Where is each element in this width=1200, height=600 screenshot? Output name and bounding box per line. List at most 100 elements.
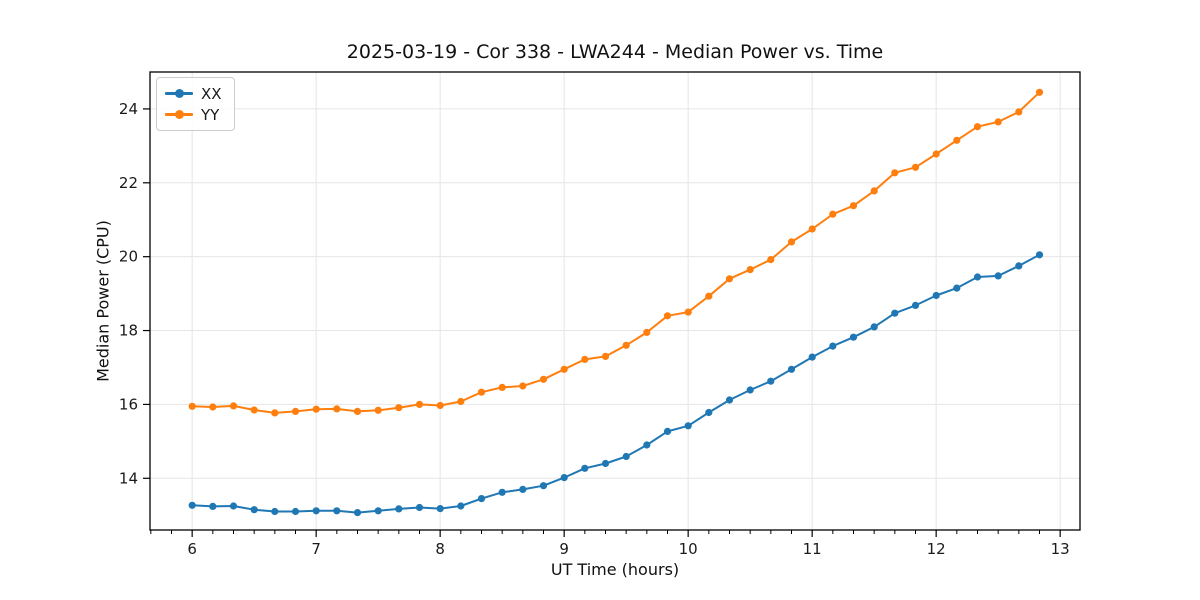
- data-point-yy: [725, 275, 734, 283]
- data-point-yy: [994, 118, 1002, 126]
- data-point-xx: [808, 353, 816, 361]
- data-point-yy: [415, 400, 424, 408]
- data-point-xx: [581, 464, 589, 472]
- data-point-yy: [250, 406, 258, 414]
- data-point-yy: [932, 150, 940, 158]
- data-point-yy: [808, 225, 816, 233]
- x-tick-label: 8: [435, 540, 445, 558]
- data-point-yy: [374, 406, 382, 414]
- data-point-xx: [891, 309, 899, 317]
- data-point-yy: [312, 405, 320, 413]
- data-point-yy: [477, 388, 486, 396]
- data-point-xx: [870, 323, 878, 331]
- data-point-xx: [953, 284, 961, 292]
- data-point-yy: [229, 402, 238, 410]
- legend-marker-yy: [165, 110, 193, 119]
- data-point-yy: [622, 341, 630, 349]
- y-tick-label: 22: [119, 174, 138, 192]
- data-point-xx: [353, 508, 362, 517]
- data-point-xx: [415, 503, 424, 512]
- x-tick-label: 6: [187, 540, 197, 558]
- data-point-yy: [1015, 108, 1023, 116]
- data-point-xx: [601, 459, 610, 468]
- x-tick-label: 10: [679, 540, 698, 558]
- legend-entry-xx: XX: [165, 83, 222, 104]
- data-point-xx: [725, 396, 734, 404]
- data-point-yy: [333, 405, 341, 413]
- data-point-xx: [1035, 251, 1044, 259]
- x-tick-label: 13: [1051, 540, 1070, 558]
- data-point-xx: [188, 501, 196, 509]
- legend-marker-xx: [165, 89, 193, 98]
- data-point-yy: [436, 401, 444, 410]
- data-point-xx: [849, 333, 858, 341]
- data-point-yy: [746, 266, 754, 274]
- data-point-xx: [787, 365, 796, 373]
- series-line-yy: [191, 91, 1041, 414]
- axes-spines: [149, 71, 1081, 531]
- data-point-yy: [767, 256, 775, 264]
- data-point-yy: [891, 169, 899, 177]
- x-tick-label: 11: [803, 540, 822, 558]
- data-point-yy: [457, 397, 465, 406]
- data-point-yy: [973, 123, 982, 131]
- data-point-xx: [829, 342, 837, 350]
- data-point-yy: [560, 365, 568, 373]
- data-point-xx: [250, 506, 258, 514]
- data-point-xx: [994, 272, 1002, 280]
- data-point-xx: [209, 502, 217, 510]
- data-point-xx: [229, 502, 238, 510]
- data-point-yy: [849, 202, 858, 210]
- chart-title: 2025-03-19 - Cor 338 - LWA244 - Median P…: [346, 41, 884, 63]
- data-point-yy: [829, 210, 837, 218]
- data-point-yy: [643, 328, 651, 336]
- data-point-yy: [663, 312, 672, 320]
- x-tick-label: 7: [311, 540, 321, 558]
- data-point-xx: [395, 505, 403, 513]
- data-point-xx: [374, 507, 382, 515]
- data-point-xx: [457, 502, 465, 510]
- x-tick-label: 9: [559, 540, 569, 558]
- data-point-yy: [787, 238, 796, 246]
- data-point-yy: [353, 407, 362, 415]
- data-point-xx: [539, 482, 548, 490]
- y-tick-label: 16: [119, 395, 138, 413]
- data-point-yy: [539, 375, 548, 383]
- data-point-yy: [291, 407, 300, 415]
- data-point-xx: [684, 422, 692, 430]
- x-tick-label: 12: [927, 540, 946, 558]
- data-point-xx: [436, 505, 444, 513]
- data-point-xx: [1015, 262, 1023, 270]
- data-point-xx: [560, 474, 568, 482]
- data-point-xx: [705, 408, 713, 417]
- data-point-xx: [519, 485, 527, 493]
- data-point-xx: [291, 507, 300, 516]
- data-point-yy: [705, 292, 713, 300]
- data-point-yy: [519, 382, 527, 390]
- data-point-yy: [953, 136, 961, 144]
- data-point-yy: [1035, 88, 1044, 96]
- data-point-yy: [870, 187, 878, 195]
- data-point-yy: [684, 308, 692, 316]
- legend-entry-yy: YY: [165, 104, 222, 125]
- data-point-yy: [395, 404, 403, 412]
- data-point-xx: [312, 507, 320, 515]
- data-point-yy: [271, 409, 279, 417]
- data-point-xx: [973, 273, 982, 281]
- data-point-xx: [746, 386, 754, 394]
- legend-label-yy: YY: [201, 105, 220, 124]
- data-point-yy: [581, 355, 589, 363]
- data-point-yy: [188, 402, 196, 410]
- data-point-xx: [498, 488, 506, 496]
- data-point-xx: [932, 291, 940, 300]
- y-tick-label: 14: [119, 469, 138, 487]
- data-point-xx: [477, 495, 486, 503]
- data-point-xx: [663, 427, 672, 435]
- data-point-yy: [498, 383, 506, 391]
- data-point-xx: [911, 301, 920, 309]
- y-tick-label: 24: [119, 100, 138, 118]
- x-axis-label: UT Time (hours): [550, 560, 680, 579]
- data-point-yy: [601, 352, 610, 360]
- y-tick-label: 20: [119, 248, 138, 266]
